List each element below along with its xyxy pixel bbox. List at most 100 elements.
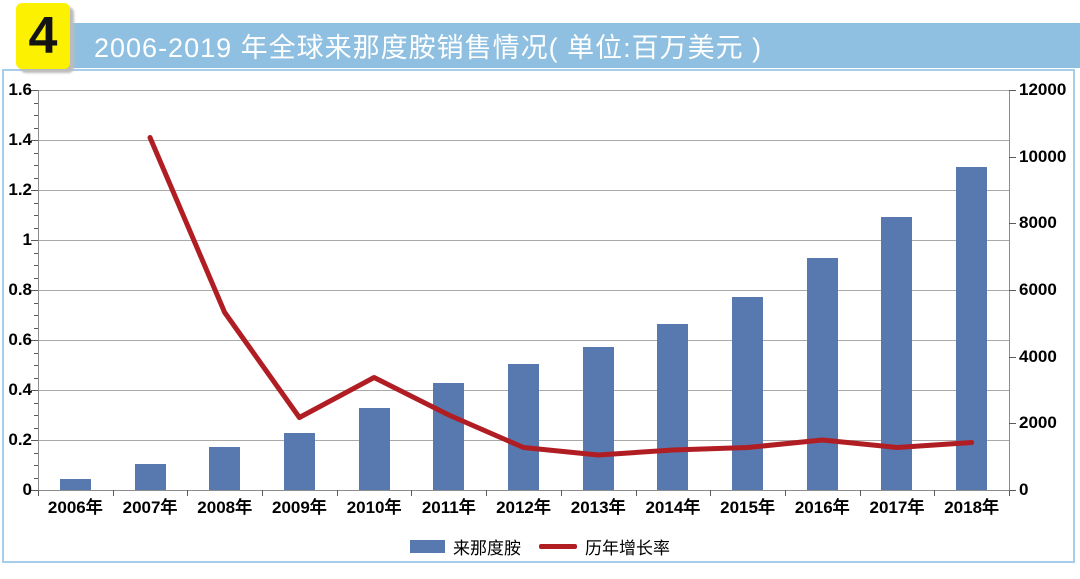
x-axis-tick: [336, 490, 338, 496]
x-axis-category-label: 2008年: [197, 498, 253, 517]
left-axis-tick-label: 0.4: [8, 380, 32, 399]
x-axis-category-label: 2018年: [944, 498, 1000, 517]
right-axis-major-tick: [1009, 223, 1016, 225]
right-axis-tick-label: 8000: [1019, 213, 1057, 233]
left-axis-tick-label: 0.2: [8, 430, 32, 449]
left-axis-minor-tick: [34, 227, 38, 229]
sales-bar: [732, 296, 764, 490]
left-axis-major-tick: [31, 340, 38, 341]
left-axis-major-tick: [31, 190, 38, 191]
legend-label-growth: 历年增长率: [585, 538, 670, 558]
right-axis-major-tick: [1009, 156, 1016, 158]
sales-bar: [806, 257, 838, 490]
left-axis-major-tick: [31, 140, 38, 141]
sales-bar: [956, 167, 988, 490]
bar-series-swatch-icon: [410, 539, 445, 553]
left-axis-minor-tick: [34, 315, 38, 316]
x-axis-category-label: 2007年: [122, 498, 178, 517]
right-axis-tick-label: 0: [1019, 480, 1029, 499]
left-axis-minor-tick: [34, 177, 38, 179]
left-axis-minor-tick: [34, 127, 38, 129]
growth-rate-line: [147, 135, 975, 458]
right-axis-major-tick: [1009, 356, 1016, 358]
left-axis-tick-label: 1.2: [8, 180, 32, 199]
legend-item-sales: 来那度胺: [410, 534, 521, 559]
left-axis-minor-tick: [34, 152, 38, 154]
left-axis-major-tick: [31, 390, 38, 391]
left-axis-minor-tick: [34, 265, 38, 266]
legend: 来那度胺 历年增长率: [0, 533, 1080, 559]
left-axis-minor-tick: [34, 365, 38, 366]
left-axis-minor-tick: [34, 415, 38, 416]
right-axis-tick-label: 10000: [1019, 146, 1067, 166]
x-axis-category-label: 2015年: [720, 498, 775, 517]
x-axis-tick: [112, 490, 114, 496]
figure-number: 4: [28, 7, 58, 65]
left-axis-minor-tick: [34, 477, 38, 479]
x-axis-tick: [1009, 490, 1010, 496]
x-axis-tick: [38, 490, 39, 496]
right-axis-tick-label: 4000: [1019, 346, 1057, 366]
horizontal-gridline: [38, 340, 1009, 341]
legend-label-sales: 来那度胺: [453, 538, 521, 558]
left-axis-major-tick: [31, 90, 38, 91]
chart-title: 2006-2019 年全球来那度胺销售情况( 单位:百万美元 ): [94, 33, 763, 63]
left-axis-tick-label: 0: [22, 480, 32, 499]
left-axis-minor-tick: [34, 277, 38, 279]
left-axis-minor-tick: [34, 465, 38, 466]
left-axis-major-tick: [31, 490, 38, 491]
chart-title-bar: 2006-2019 年全球来那度胺销售情况( 单位:百万美元 ): [20, 23, 1080, 68]
sales-bar: [358, 407, 390, 490]
horizontal-gridline: [38, 240, 1009, 241]
x-axis-category-label: 2016年: [794, 498, 850, 517]
horizontal-gridline: [38, 90, 1009, 91]
left-axis-minor-tick: [34, 377, 38, 379]
x-axis-category-label: 2009年: [271, 498, 327, 517]
right-axis-tick-label: 12000: [1019, 80, 1067, 99]
right-axis-major-tick: [1009, 490, 1016, 491]
sales-bar: [59, 479, 91, 490]
left-axis-tick-label: 1: [22, 230, 32, 249]
x-axis-tick: [710, 490, 712, 496]
left-axis-minor-tick: [34, 215, 38, 216]
left-axis-line: [38, 90, 39, 490]
left-axis-minor-tick: [34, 452, 38, 454]
left-axis-minor-tick: [34, 427, 38, 429]
x-axis-category-label: 2014年: [645, 498, 701, 517]
left-axis-tick-label: 0.8: [8, 280, 32, 299]
x-axis-category-label: 2006年: [47, 498, 103, 517]
x-axis-category-label: 2012年: [496, 498, 551, 517]
left-axis-minor-tick: [34, 115, 38, 116]
x-axis-tick: [635, 490, 637, 496]
right-axis-major-tick: [1009, 90, 1016, 91]
left-axis-tick-label: 1.6: [8, 80, 32, 99]
x-axis-tick: [859, 490, 861, 496]
sales-bar: [209, 446, 241, 490]
horizontal-gridline: [38, 290, 1009, 291]
x-axis-category-label: 2011年: [421, 498, 476, 517]
left-axis-minor-tick: [34, 327, 38, 329]
right-axis-tick-label: 2000: [1019, 413, 1057, 433]
x-axis-tick: [486, 490, 488, 496]
x-axis-line: [38, 490, 1010, 491]
left-axis-major-tick: [31, 240, 38, 241]
x-axis-category-label: 2017年: [869, 498, 925, 517]
figure-number-badge: 4: [16, 3, 70, 69]
x-axis-tick: [262, 490, 264, 496]
left-axis-major-tick: [31, 290, 38, 291]
left-axis-minor-tick: [34, 102, 38, 104]
left-axis-minor-tick: [34, 202, 38, 204]
horizontal-gridline: [38, 190, 1009, 191]
right-axis-tick-label: 6000: [1019, 280, 1057, 299]
right-axis-major-tick: [1009, 290, 1016, 291]
left-axis-major-tick: [31, 440, 38, 441]
sales-bar: [134, 464, 166, 490]
left-axis-tick-label: 0.6: [8, 330, 32, 349]
sales-bar: [657, 324, 689, 490]
horizontal-gridline: [38, 140, 1009, 141]
x-axis-tick: [934, 490, 936, 496]
left-axis-tick-label: 1.4: [8, 130, 32, 149]
sales-bar: [433, 383, 465, 490]
x-axis-tick: [560, 490, 562, 496]
